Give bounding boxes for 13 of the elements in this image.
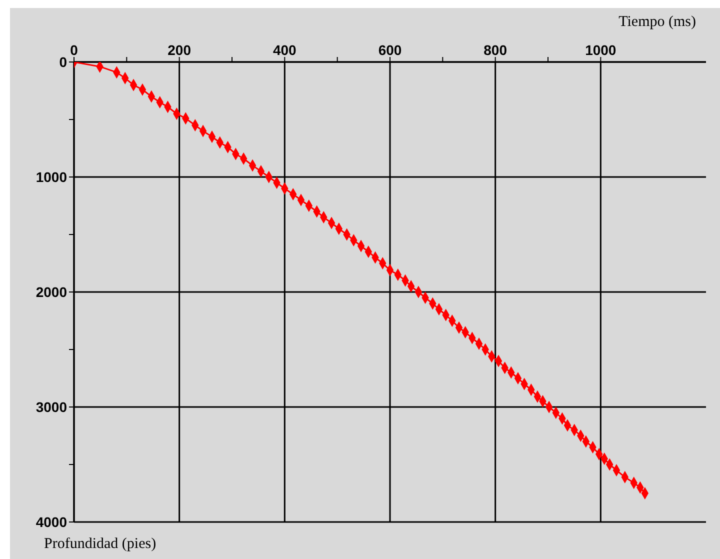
x-axis-title: Tiempo (ms) — [618, 14, 696, 31]
y-axis-title: Profundidad (pies) — [44, 536, 156, 553]
y-tick-label: 0 — [59, 54, 68, 70]
x-tick-label: 800 — [484, 42, 508, 58]
x-tick-label: 1000 — [585, 42, 616, 58]
y-tick-label: 3000 — [36, 398, 68, 415]
x-tick-label: 400 — [272, 42, 297, 58]
x-tick-label: 200 — [168, 42, 192, 58]
y-tick-label: 4000 — [36, 514, 68, 530]
x-tick-label: 600 — [378, 42, 402, 58]
y-tick-label: 2000 — [36, 284, 68, 300]
x-tick-label: 0 — [70, 42, 78, 58]
y-tick-label: 1000 — [36, 168, 68, 185]
